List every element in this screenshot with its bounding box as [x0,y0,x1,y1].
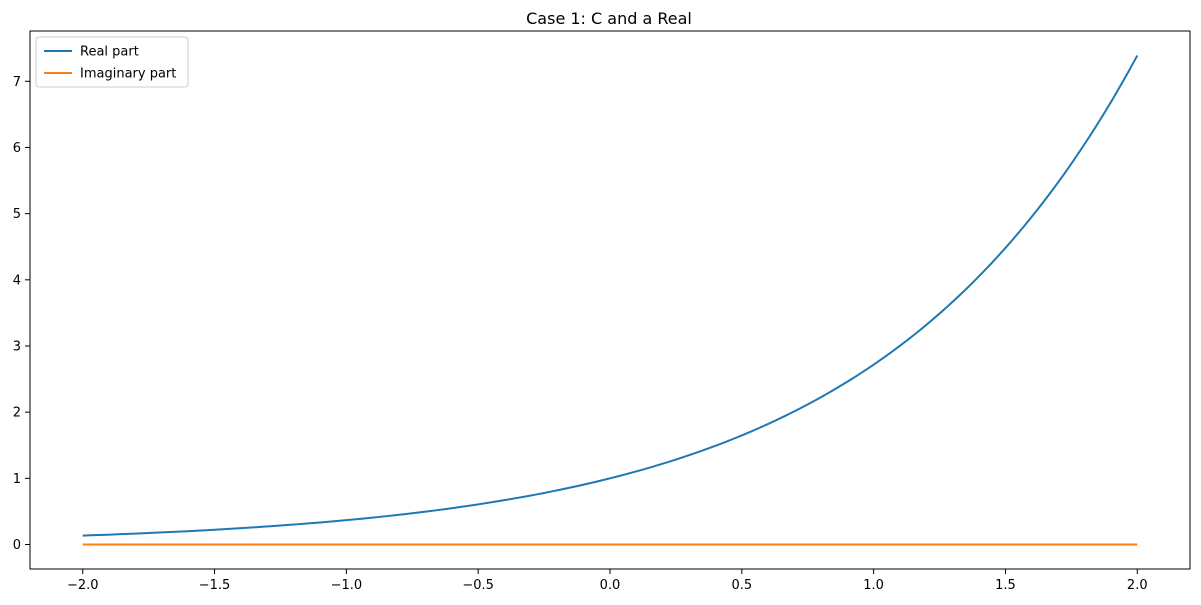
y-axis: 0 1 2 3 4 5 6 7 [13,75,30,553]
x-tick-label: 1.0 [863,578,884,593]
x-tick-label: −1.5 [199,578,231,593]
y-tick-label: 4 [13,273,21,288]
legend-label-imaginary: Imaginary part [80,67,176,82]
chart-title: Case 1: C and a Real [526,9,692,28]
y-tick-label: 5 [13,207,21,222]
legend-box [35,36,189,88]
legend-label-real: Real part [80,45,139,60]
x-tick-label: 0.5 [731,578,752,593]
y-tick-label: 0 [13,538,21,553]
x-tick-label: 0.0 [600,578,621,593]
plot-frame [29,30,1191,570]
y-tick-label: 7 [13,75,21,90]
y-tick-label: 6 [13,141,21,156]
legend: Real part Imaginary part [35,36,189,88]
y-tick-label: 3 [13,339,21,354]
series-line-real [82,55,1139,537]
series-layer [82,55,1139,546]
x-tick-label: −1.0 [331,578,363,593]
x-tick-label: −0.5 [462,578,494,593]
y-tick-label: 2 [13,406,21,421]
y-tick-label: 1 [13,472,21,487]
x-tick-label: 1.5 [995,578,1016,593]
x-axis: −2.0 −1.5 −1.0 −0.5 0.0 0.5 1.0 1.5 2.0 [67,569,1148,593]
x-tick-label: 2.0 [1127,578,1148,593]
x-tick-label: −2.0 [67,578,99,593]
